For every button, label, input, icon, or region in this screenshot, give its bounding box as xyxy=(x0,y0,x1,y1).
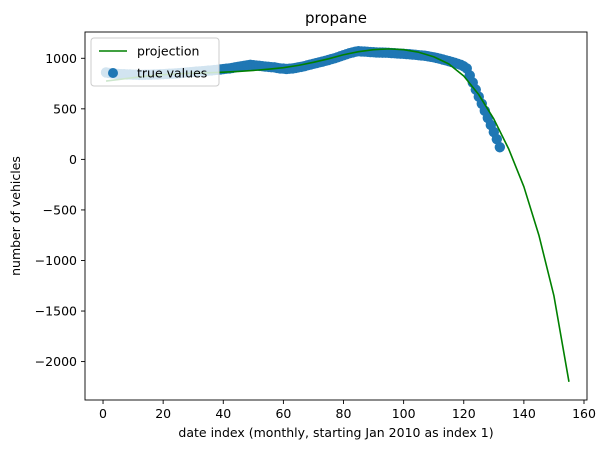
x-tick-label: 100 xyxy=(392,406,416,421)
legend-frame xyxy=(90,37,220,87)
y-tick-label: −2000 xyxy=(35,354,77,369)
x-tick-label: 40 xyxy=(215,406,231,421)
x-tick-label: 160 xyxy=(572,406,596,421)
chart-title: propane xyxy=(305,9,367,27)
x-tick-label: 80 xyxy=(336,406,352,421)
axes-frame xyxy=(84,31,588,401)
legend: projection true values xyxy=(90,37,220,87)
y-tick-label: 1000 xyxy=(45,51,77,66)
y-tick-label: −1500 xyxy=(35,304,77,319)
true-value-point xyxy=(491,133,503,145)
x-tick-label: 20 xyxy=(155,406,171,421)
y-tick-label: 0 xyxy=(69,152,77,167)
y-tick-label: −500 xyxy=(43,202,77,217)
true-value-point xyxy=(494,142,506,153)
x-tick-label: 60 xyxy=(275,406,291,421)
x-axis-label: date index (monthly, starting Jan 2010 a… xyxy=(178,425,493,440)
y-tick-label: −1000 xyxy=(35,253,77,268)
x-tick-label: 120 xyxy=(452,406,476,421)
x-tick-label: 0 xyxy=(99,406,107,421)
y-tick-label: 500 xyxy=(53,101,77,116)
legend-marker-swatch xyxy=(108,68,118,78)
x-tick-label: 140 xyxy=(512,406,536,421)
legend-label-projection: projection xyxy=(137,44,199,59)
legend-label-true-values: true values xyxy=(137,66,207,81)
y-axis-label: number of vehicles xyxy=(8,156,23,276)
